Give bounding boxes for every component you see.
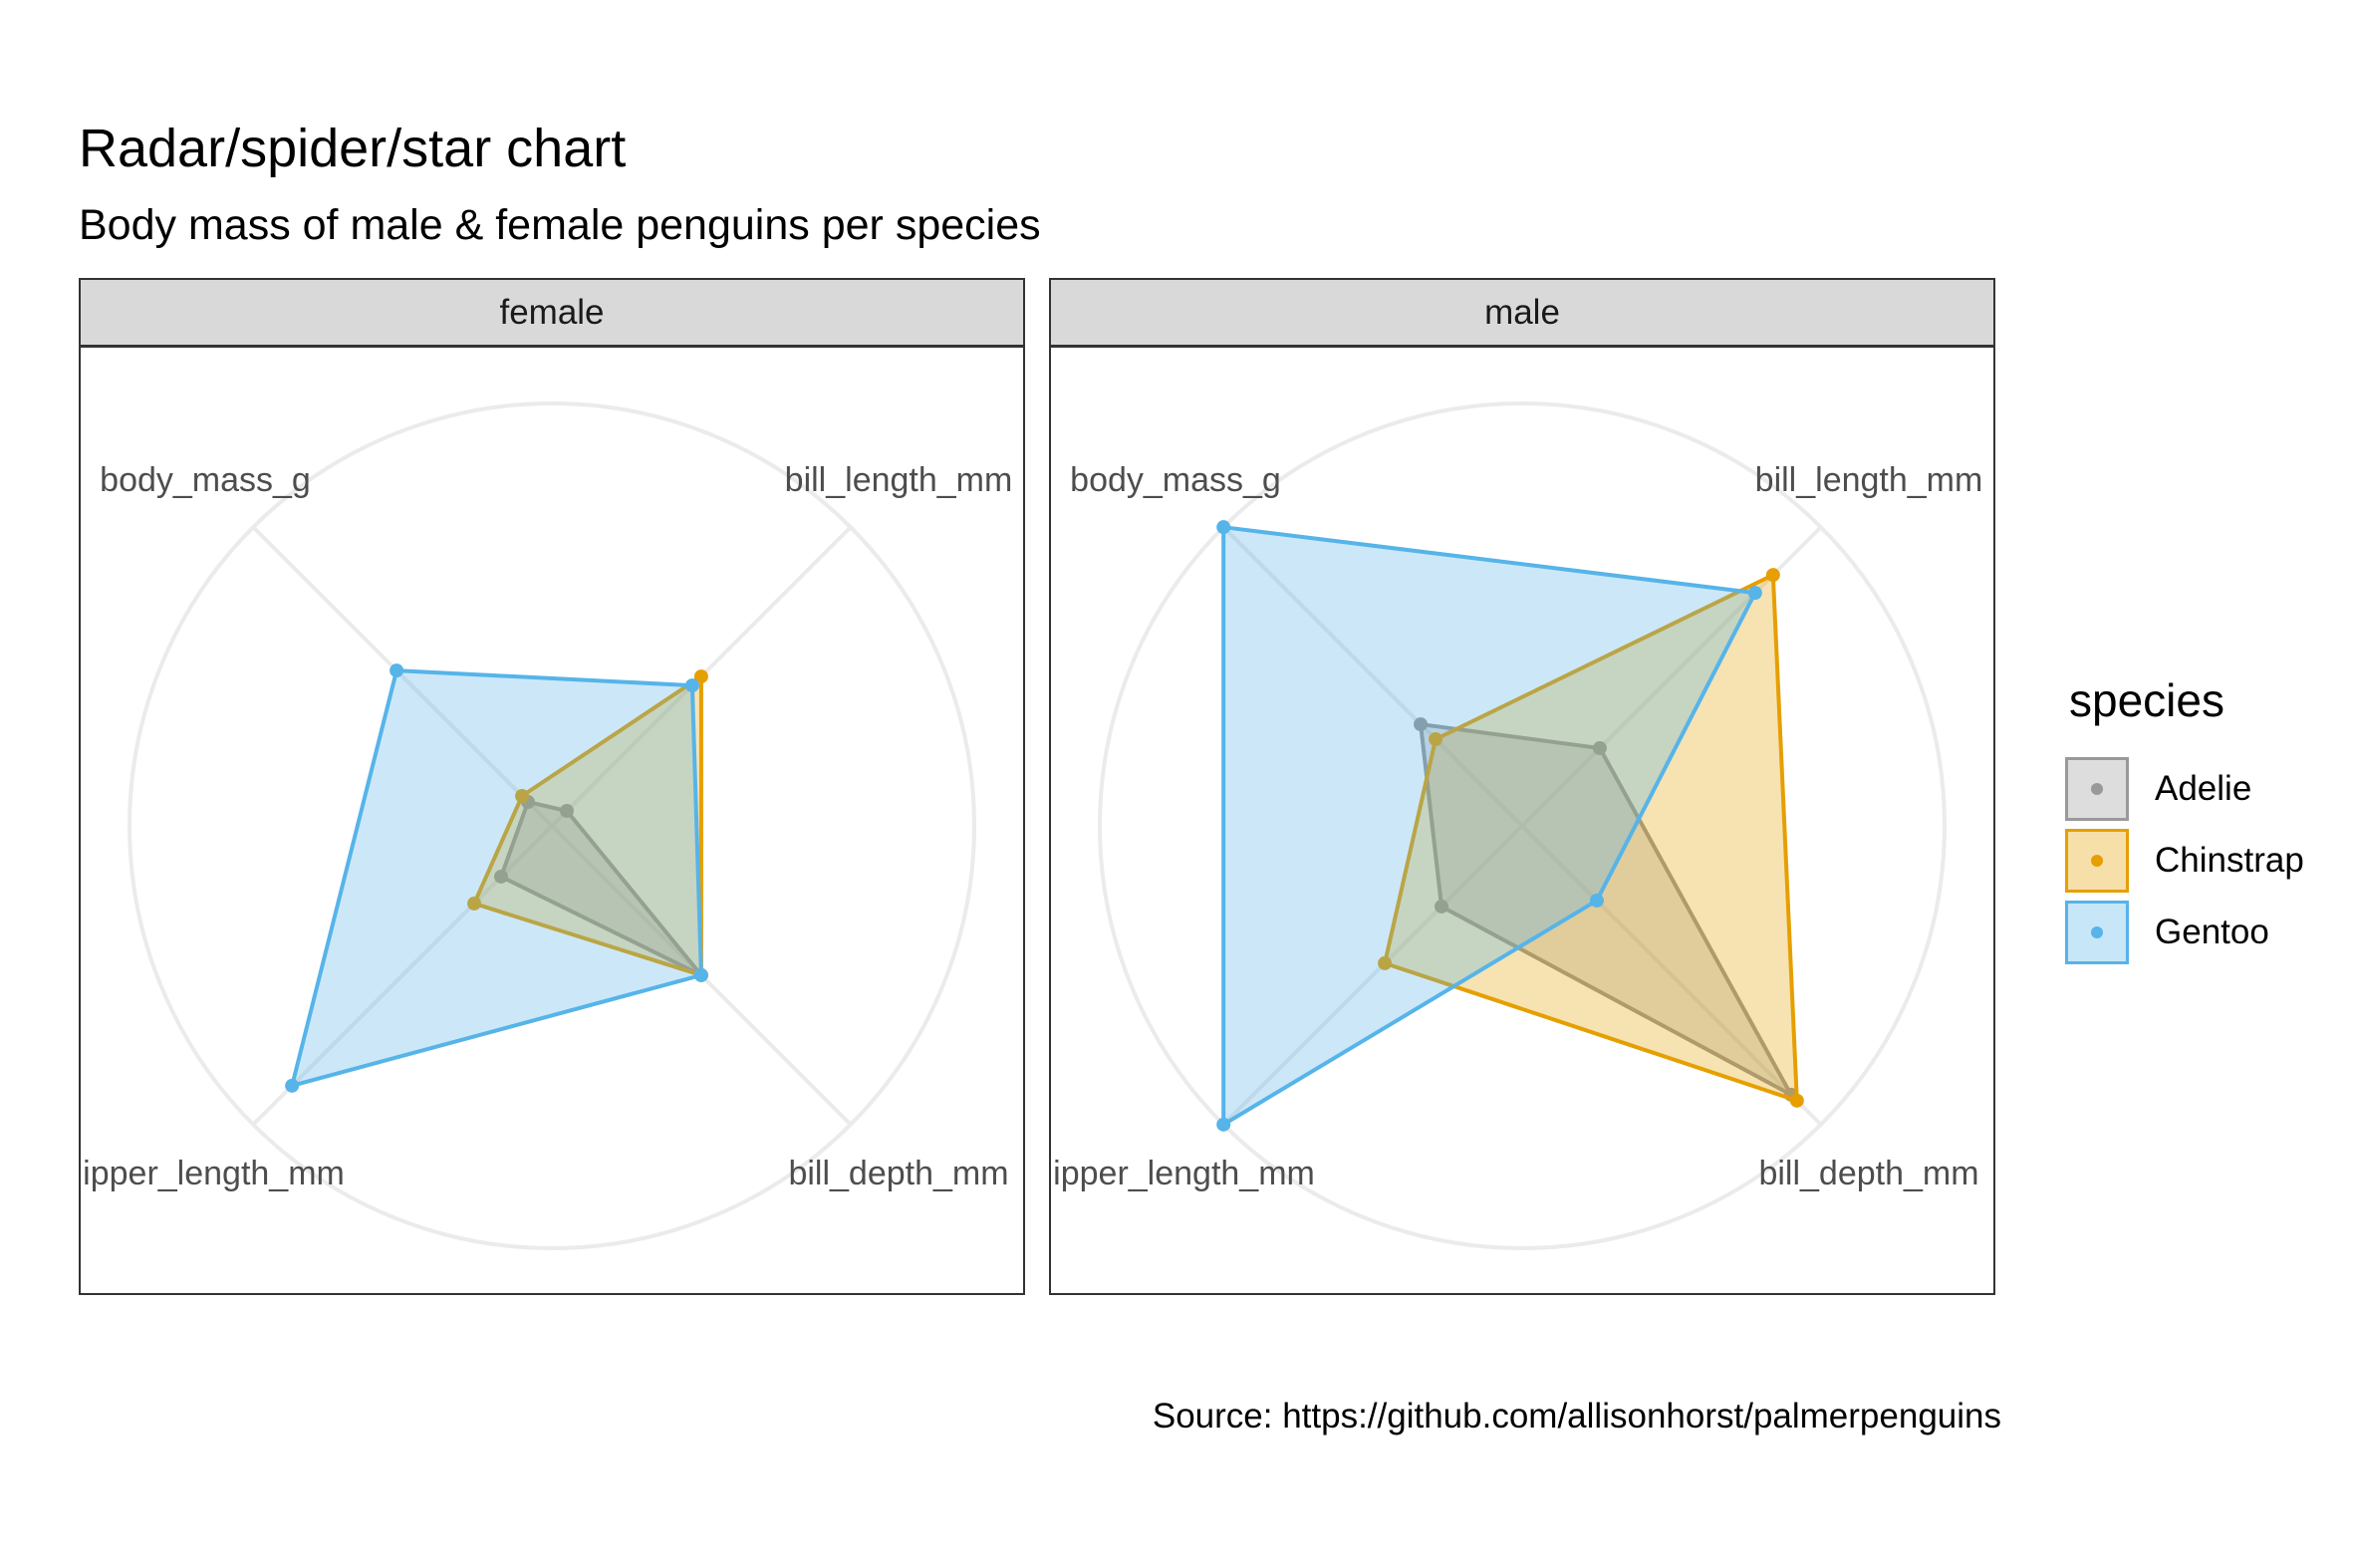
- axis-line: [1520, 824, 1823, 1127]
- chart-subtitle: Body mass of male & female penguins per …: [79, 201, 1041, 249]
- data-point-adelie-flipper-length-mm: [1435, 899, 1449, 914]
- radar-grid: [128, 401, 976, 1250]
- facet-strip-label: female: [81, 280, 1023, 348]
- chart-title: Radar/spider/star chart: [79, 119, 627, 178]
- axis-line: [251, 525, 554, 828]
- facet-panel-male: male bill_length_mm bill_depth_mm flipper_…: [1049, 278, 1995, 1295]
- legend-label: Gentoo: [2155, 913, 2269, 951]
- data-point-gentoo-body-mass-g: [1216, 520, 1231, 535]
- series-chinstrap: [1378, 568, 1804, 1108]
- data-point-chinstrap-flipper-length-mm: [1378, 955, 1393, 970]
- legend-item-gentoo: Gentoo: [2065, 897, 2304, 968]
- grid-circle: [1098, 401, 1947, 1250]
- data-point-chinstrap-bill-length-mm: [693, 669, 708, 684]
- axis-label-flipper-length-mm: flipper_length_mm: [1051, 1155, 1315, 1192]
- data-point-gentoo-flipper-length-mm: [285, 1078, 300, 1093]
- axis-label-bill-length-mm: bill_length_mm: [1755, 461, 1983, 499]
- legend-key-adelie: [2065, 757, 2129, 821]
- data-point-gentoo-bill-length-mm: [1747, 586, 1762, 601]
- data-point-adelie-bill-length-mm: [559, 804, 574, 819]
- legend-key-chinstrap: [2065, 829, 2129, 893]
- radar-grid: [1098, 401, 1947, 1250]
- legend-label: Chinstrap: [2155, 841, 2304, 880]
- data-point-chinstrap-body-mass-g: [1429, 732, 1443, 747]
- data-point-chinstrap-flipper-length-mm: [467, 896, 482, 911]
- facet-strip-label: male: [1051, 280, 1993, 348]
- data-point-gentoo-body-mass-g: [390, 663, 404, 678]
- series-area-gentoo: [290, 668, 703, 1088]
- grid-circle: [128, 401, 976, 1250]
- axis-label-bill-length-mm: bill_length_mm: [785, 461, 1013, 499]
- data-point-adelie-body-mass-g: [1414, 717, 1429, 732]
- data-point-chinstrap-bill-depth-mm: [1789, 1093, 1804, 1108]
- axis-label-body-mass-g: body_mass_g: [1070, 461, 1281, 499]
- legend: species Adelie Chinstrap Gentoo: [2065, 677, 2304, 968]
- axis-line: [1221, 525, 1524, 828]
- axis-label-bill-depth-mm: bill_depth_mm: [788, 1155, 1008, 1192]
- data-point-adelie-bill-length-mm: [1592, 741, 1607, 756]
- series-gentoo: [285, 663, 708, 1093]
- axis-label-flipper-length-mm: flipper_length_mm: [81, 1155, 345, 1192]
- data-point-chinstrap-bill-length-mm: [1765, 568, 1780, 583]
- legend-title: species: [2069, 674, 2224, 726]
- source-caption: Source: https://github.com/allisonhorst/…: [1152, 1397, 2001, 1436]
- data-point-chinstrap-body-mass-g: [515, 789, 530, 804]
- legend-key-gentoo: [2065, 901, 2129, 964]
- series-chinstrap: [467, 669, 708, 982]
- axis-label-body-mass-g: body_mass_g: [100, 461, 311, 499]
- radar-plot-male: bill_length_mm bill_depth_mm flipper_lengt…: [1051, 401, 1983, 1250]
- data-point-gentoo-bill-depth-mm: [1589, 893, 1604, 908]
- axis-line: [1221, 824, 1524, 1127]
- data-point-gentoo-bill-length-mm: [684, 678, 699, 693]
- data-point-gentoo-flipper-length-mm: [1216, 1117, 1231, 1132]
- data-point-adelie-flipper-length-mm: [494, 869, 509, 884]
- legend-label: Adelie: [2155, 769, 2252, 808]
- legend-item-chinstrap: Chinstrap: [2065, 825, 2304, 897]
- data-point-gentoo-bill-depth-mm: [693, 967, 708, 982]
- facet-panel-female: female bill_length_mm bill_depth_mm flippe…: [79, 278, 1025, 1295]
- radar-plot-female: bill_length_mm bill_depth_mm flipper_lengt…: [81, 401, 1013, 1250]
- series-gentoo: [1216, 520, 1762, 1132]
- legend-item-adelie: Adelie: [2065, 753, 2304, 825]
- axis-label-bill-depth-mm: bill_depth_mm: [1758, 1155, 1978, 1192]
